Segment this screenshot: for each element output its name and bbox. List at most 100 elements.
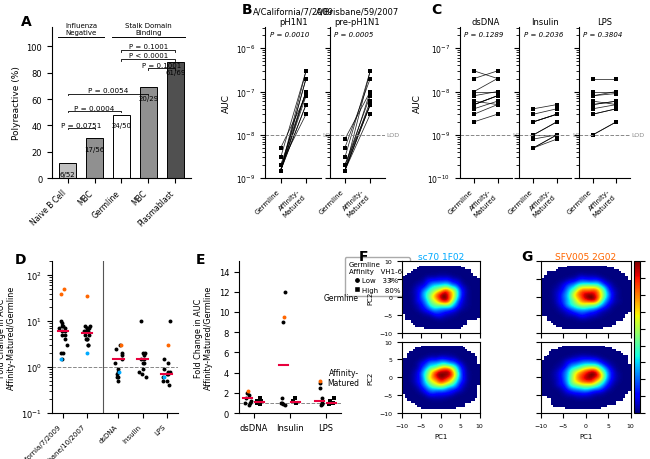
Y-axis label: Polyreactive (%): Polyreactive (%) (12, 66, 21, 140)
Bar (86, 139, 103, 179)
Point (83, 342, 94, 349)
Text: P = 0.0054: P = 0.0054 (88, 88, 128, 94)
Point (57, 322, 68, 330)
Point (252, 399, 263, 407)
Point (57, 331, 68, 339)
Point (59, 331, 70, 339)
Point (291, 399, 302, 407)
Point (136, 371, 147, 378)
Text: 24/50: 24/50 (112, 123, 131, 129)
Point (113, 368, 124, 375)
Point (114, 342, 125, 349)
X-axis label: PC1: PC1 (434, 433, 447, 439)
Text: P < 0.0001: P < 0.0001 (129, 53, 168, 59)
Bar (140, 88, 157, 179)
Point (111, 345, 122, 353)
Y-axis label: Fold Change in AUC
Affinity-Matured/Germline: Fold Change in AUC Affinity-Matured/Germ… (0, 285, 16, 390)
Point (243, 401, 254, 409)
Point (57, 328, 67, 336)
Point (138, 366, 148, 373)
Point (84, 331, 94, 339)
Point (60, 336, 70, 343)
Point (290, 394, 300, 402)
Point (255, 400, 265, 408)
Point (256, 397, 266, 405)
Text: Germline: Germline (324, 293, 359, 302)
Text: D: D (14, 253, 26, 267)
Point (240, 399, 250, 407)
Text: P = 0.0751: P = 0.0751 (61, 123, 101, 129)
Point (57, 356, 68, 363)
Point (113, 374, 124, 381)
Bar (112, 116, 130, 179)
Point (315, 377, 325, 385)
Text: 17/56: 17/56 (84, 146, 105, 152)
Text: LOD: LOD (387, 133, 400, 138)
Point (244, 399, 255, 407)
Point (162, 377, 173, 385)
Point (159, 366, 169, 373)
Point (328, 399, 339, 407)
Point (81, 350, 92, 357)
Point (136, 318, 146, 325)
Point (57, 290, 67, 297)
Point (315, 384, 325, 392)
Point (79, 328, 89, 336)
Point (84, 325, 94, 332)
Point (278, 400, 288, 408)
Point (82, 336, 92, 343)
Point (81, 336, 92, 343)
Point (55, 318, 66, 325)
Point (117, 356, 127, 363)
Point (81, 328, 91, 336)
Point (242, 389, 252, 397)
Text: Influenza
Negative: Influenza Negative (65, 23, 98, 36)
Text: Stalk Domain
Binding: Stalk Domain Binding (125, 23, 172, 36)
Point (242, 387, 253, 395)
Point (112, 371, 122, 378)
Text: P = 0.2036: P = 0.2036 (523, 32, 563, 38)
Point (112, 368, 123, 375)
Point (276, 399, 287, 407)
Point (163, 360, 174, 367)
Point (317, 394, 328, 402)
Point (138, 360, 149, 367)
Text: P = 0.1001: P = 0.1001 (129, 44, 168, 50)
Point (241, 394, 252, 402)
Text: LOD: LOD (632, 133, 645, 138)
Point (112, 374, 122, 381)
Point (136, 356, 146, 363)
Point (60, 325, 70, 332)
Y-axis label: PC2: PC2 (367, 291, 374, 304)
Point (112, 377, 123, 385)
Point (278, 319, 289, 326)
Point (116, 352, 127, 359)
Title: dsDNA: dsDNA (472, 18, 500, 27)
Point (158, 374, 168, 381)
Point (324, 400, 335, 408)
Text: LOD: LOD (513, 133, 526, 138)
Point (138, 356, 149, 363)
Point (56, 350, 66, 357)
Text: B: B (242, 3, 253, 17)
Y-axis label: Fold Change in AUC
Affinity-Matured/Germline: Fold Change in AUC Affinity-Matured/Germ… (194, 285, 213, 390)
Point (255, 394, 265, 402)
Title: SFV005 2G02: SFV005 2G02 (555, 252, 616, 261)
Point (82, 325, 92, 332)
Point (116, 342, 126, 349)
Point (140, 374, 151, 381)
Y-axis label: AUC: AUC (222, 94, 231, 112)
Point (162, 368, 173, 375)
Point (252, 399, 262, 407)
Text: P = 0.0010: P = 0.0010 (270, 32, 309, 38)
Point (162, 371, 172, 378)
Legend: Low   33%, High   80%: Low 33%, High 80% (345, 258, 410, 297)
Point (54, 325, 64, 332)
Point (60, 328, 70, 336)
Text: LOD: LOD (322, 133, 335, 138)
Point (134, 368, 144, 375)
Point (291, 399, 302, 407)
Point (83, 342, 93, 349)
Text: A: A (21, 16, 32, 29)
Point (81, 325, 92, 332)
